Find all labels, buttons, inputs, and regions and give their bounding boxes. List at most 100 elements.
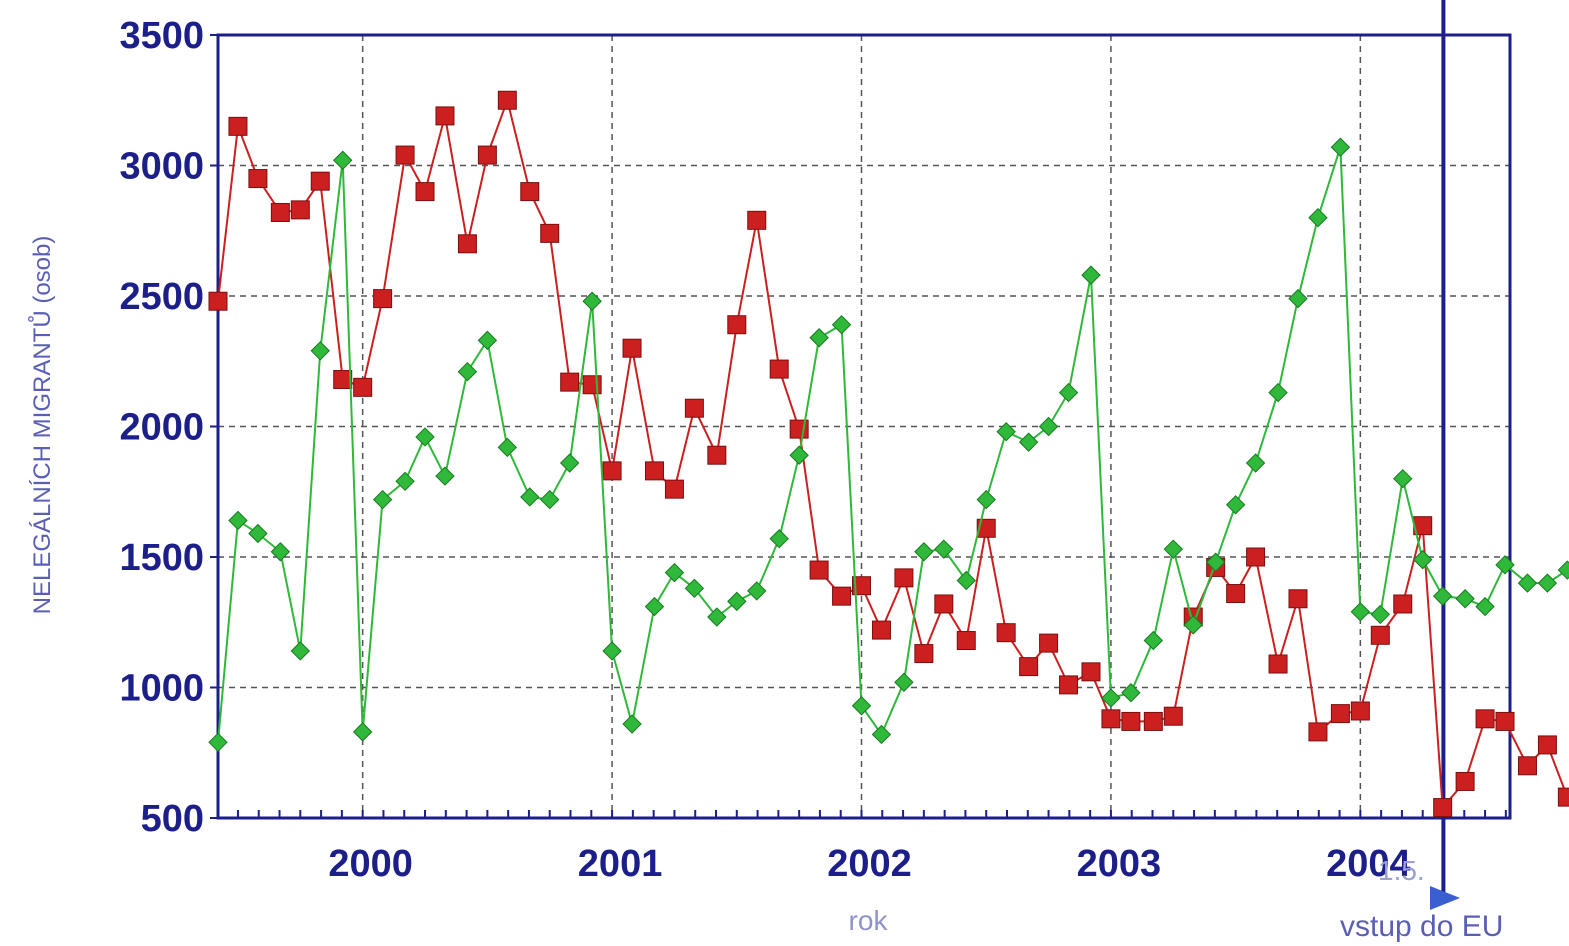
data-point <box>310 171 330 191</box>
data-point <box>1308 207 1328 228</box>
data-point <box>1183 615 1203 635</box>
data-point <box>1495 555 1515 575</box>
data-point <box>457 234 477 254</box>
data-series <box>208 90 1569 818</box>
y-tick-label: 2500 <box>119 276 204 318</box>
y-tick-label: 2000 <box>119 407 204 449</box>
data-point <box>789 445 809 465</box>
data-point <box>914 542 934 562</box>
data-point <box>852 576 872 596</box>
data-point <box>1081 265 1101 285</box>
x-tick-label: 2002 <box>827 843 912 885</box>
data-point <box>497 437 518 458</box>
data-point <box>1517 573 1538 593</box>
data-point <box>1455 589 1475 609</box>
y-tick-label: 3000 <box>119 146 204 188</box>
data-point <box>871 724 892 745</box>
data-point <box>1143 711 1163 731</box>
data-point <box>1205 552 1226 572</box>
data-point <box>1537 735 1557 755</box>
data-point <box>622 714 642 734</box>
data-point <box>1557 560 1569 580</box>
data-point <box>1393 594 1413 614</box>
data-point <box>477 330 498 351</box>
data-point <box>560 372 580 392</box>
data-point <box>996 623 1016 643</box>
data-point <box>851 696 872 716</box>
data-point <box>1163 706 1183 726</box>
data-point <box>871 620 891 640</box>
data-point <box>208 291 228 311</box>
data-point <box>582 291 602 311</box>
axes <box>210 0 1512 910</box>
data-point <box>976 518 996 538</box>
data-point <box>497 90 517 110</box>
data-point <box>540 223 560 243</box>
data-point <box>395 471 415 492</box>
data-point <box>1246 547 1266 567</box>
data-point <box>353 377 373 397</box>
data-point <box>831 315 852 335</box>
data-point <box>809 328 829 348</box>
data-point <box>1225 495 1246 515</box>
data-point <box>457 361 478 382</box>
data-point <box>1081 662 1101 682</box>
data-point <box>1121 683 1141 703</box>
data-point <box>1455 771 1475 791</box>
data-point <box>248 169 268 189</box>
data-point <box>747 210 767 230</box>
data-point <box>520 182 540 202</box>
data-point <box>727 591 747 612</box>
data-point <box>914 644 934 664</box>
data-point <box>832 586 852 606</box>
data-point <box>1475 596 1495 617</box>
data-point <box>684 578 705 599</box>
data-point <box>1537 573 1558 593</box>
series-green <box>208 137 1569 753</box>
data-point <box>395 145 415 165</box>
data-point <box>664 479 684 499</box>
data-point <box>477 145 497 165</box>
data-point <box>1433 798 1453 818</box>
data-point <box>1039 633 1059 653</box>
data-point <box>1038 416 1059 437</box>
data-point <box>1163 539 1183 559</box>
y-tick-label: 3500 <box>119 15 204 57</box>
y-tick-label: 1500 <box>119 537 204 579</box>
data-point <box>684 398 704 418</box>
x-tick-label: 2001 <box>578 843 663 885</box>
data-point <box>1393 468 1413 489</box>
data-point <box>333 370 353 390</box>
data-point <box>809 560 829 580</box>
data-point <box>1432 586 1453 606</box>
data-point <box>1330 137 1351 157</box>
data-point <box>208 732 228 753</box>
data-point <box>248 523 268 544</box>
data-point <box>270 202 290 222</box>
data-point <box>1268 654 1288 674</box>
data-point <box>1058 382 1079 403</box>
x-tick-label: 2004 <box>1326 843 1411 885</box>
data-point <box>352 722 373 742</box>
data-point <box>769 529 789 549</box>
data-point <box>1475 709 1495 729</box>
data-point <box>415 182 435 202</box>
data-point <box>1288 288 1308 309</box>
data-point <box>435 106 455 126</box>
data-point <box>559 453 580 473</box>
data-point <box>996 422 1016 442</box>
data-point <box>1412 549 1433 570</box>
data-point <box>894 568 914 588</box>
data-point <box>1370 625 1390 645</box>
data-point <box>540 489 560 510</box>
data-point <box>707 445 727 465</box>
data-point <box>333 150 353 170</box>
event-arrow-head <box>1430 886 1460 910</box>
axis-labels: 500 1000 1500 2000 2500 3000 3500 2000 2001 2002 2… <box>119 15 1410 885</box>
data-point <box>228 510 248 531</box>
x-tick-label: 2000 <box>328 843 413 885</box>
event-label: vstup do EU <box>1340 910 1503 943</box>
data-point <box>290 641 311 661</box>
data-point <box>1268 382 1288 403</box>
